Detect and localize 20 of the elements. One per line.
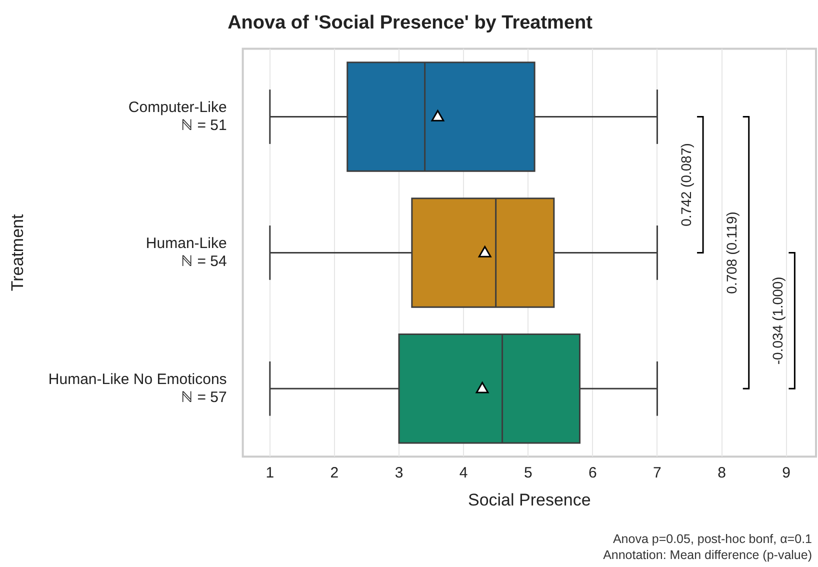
text: Annotation: Mean difference (p-value) — [603, 547, 812, 563]
y-tick-label: Human-Like ℕ = 54 — [146, 234, 227, 270]
annotation: -0.034 (1.000) — [770, 276, 786, 365]
x-tick-label: 2 — [330, 464, 339, 482]
annotation: 0.742 (0.087) — [678, 143, 694, 226]
x-tick-label: 6 — [588, 464, 597, 482]
x-tick-label: 4 — [459, 464, 468, 482]
y-tick-label: Computer-Like ℕ = 51 — [128, 98, 227, 134]
y-axis-title: Treatment — [8, 214, 27, 292]
text: Anova p=0.05, post-hoc bonf, α=0.1 — [612, 531, 812, 547]
x-tick-label: 1 — [266, 464, 274, 482]
x-tick-label: 9 — [782, 464, 790, 482]
y-tick-label: Human-Like No Emoticons ℕ = 57 — [48, 370, 227, 406]
annotation: 0.708 (0.119) — [724, 212, 740, 294]
x-tick-label: 3 — [394, 464, 404, 482]
chart-title: Anova of 'Social Presence' by Treatment — [228, 12, 594, 34]
x-tick-label: 5 — [524, 464, 532, 482]
x-tick-label: 8 — [718, 464, 726, 482]
x-axis-title: Social Presence — [468, 490, 591, 510]
x-tick-label: 7 — [653, 464, 662, 482]
